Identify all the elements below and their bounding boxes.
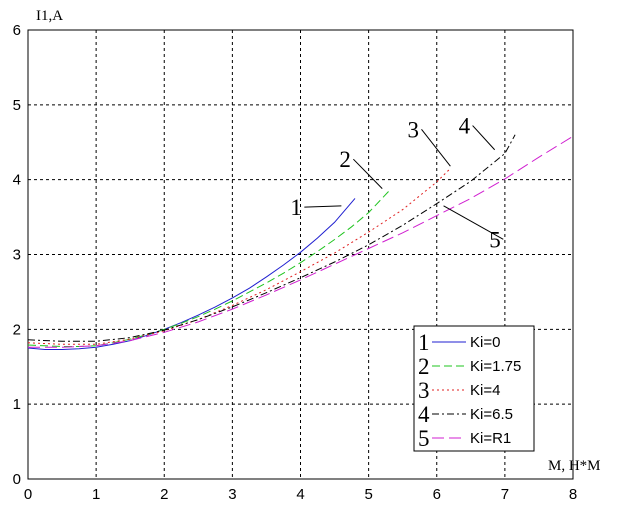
legend-box bbox=[413, 325, 535, 452]
annotation-leader-1 bbox=[304, 205, 342, 208]
plot-frame bbox=[27, 29, 574, 480]
legend-number-4: 4 bbox=[418, 402, 430, 427]
x-tick-label: 0 bbox=[24, 486, 32, 503]
legend-number-5: 5 bbox=[418, 426, 430, 451]
x-tick-label: 1 bbox=[92, 486, 100, 503]
legend-label-1: Ki=0 bbox=[470, 334, 500, 351]
annotation-label-3: 3 bbox=[408, 117, 420, 142]
y-tick-label: 6 bbox=[13, 22, 21, 39]
legend-label-3: Ki=4 bbox=[470, 382, 500, 399]
series-lines bbox=[27, 134, 574, 350]
legend-number-3: 3 bbox=[418, 378, 430, 403]
grid-lines bbox=[28, 30, 573, 479]
y-tick-label: 4 bbox=[13, 172, 21, 189]
x-tick-label: 5 bbox=[364, 486, 372, 503]
y-tick-labels: 0 1 2 3 4 5 6 bbox=[13, 22, 21, 488]
y-tick-label: 3 bbox=[13, 247, 21, 264]
series-line-4 bbox=[27, 134, 516, 342]
x-tick-label: 6 bbox=[433, 486, 441, 503]
legend-label-2: Ki=1.75 bbox=[470, 358, 521, 375]
annotation-label-2: 2 bbox=[339, 147, 351, 172]
y-tick-label: 2 bbox=[13, 321, 21, 338]
legend-label-5: Ki=R1 bbox=[470, 430, 511, 447]
x-tick-labels: 0 1 2 3 4 5 6 7 8 bbox=[24, 486, 577, 503]
curve-annotations: 1 2 3 4 5 bbox=[290, 114, 504, 252]
y-tick-label: 0 bbox=[13, 471, 21, 488]
legend-label-4: Ki=6.5 bbox=[470, 406, 513, 423]
x-tick-label: 2 bbox=[160, 486, 168, 503]
annotation-leader-5 bbox=[443, 205, 504, 240]
x-tick-label: 8 bbox=[569, 486, 577, 503]
annotation-leader-2 bbox=[353, 158, 383, 189]
legend-number-2: 2 bbox=[418, 354, 430, 379]
annotation-leader-3 bbox=[421, 128, 451, 167]
x-tick-label: 7 bbox=[501, 486, 509, 503]
x-tick-label: 3 bbox=[228, 486, 236, 503]
y-axis-label: I1,A bbox=[36, 8, 63, 24]
series-line-2 bbox=[27, 190, 390, 347]
x-tick-label: 4 bbox=[296, 486, 304, 503]
annotation-label-4: 4 bbox=[459, 114, 471, 139]
legend: 1 Ki=0 2 Ki=1.75 3 Ki=4 4 Ki=6.5 5 Ki=R1 bbox=[413, 325, 535, 452]
legend-number-1: 1 bbox=[418, 330, 430, 355]
x-axis-label: M, Н*М bbox=[548, 458, 601, 474]
series-line-5 bbox=[28, 135, 574, 348]
annotation-label-5: 5 bbox=[489, 227, 501, 252]
series-line-3 bbox=[27, 168, 451, 345]
annotation-leader-4 bbox=[472, 125, 496, 151]
annotation-label-1: 1 bbox=[290, 195, 302, 220]
series-line-1 bbox=[27, 198, 356, 350]
y-tick-label: 5 bbox=[13, 97, 21, 114]
y-tick-label: 1 bbox=[13, 396, 21, 413]
